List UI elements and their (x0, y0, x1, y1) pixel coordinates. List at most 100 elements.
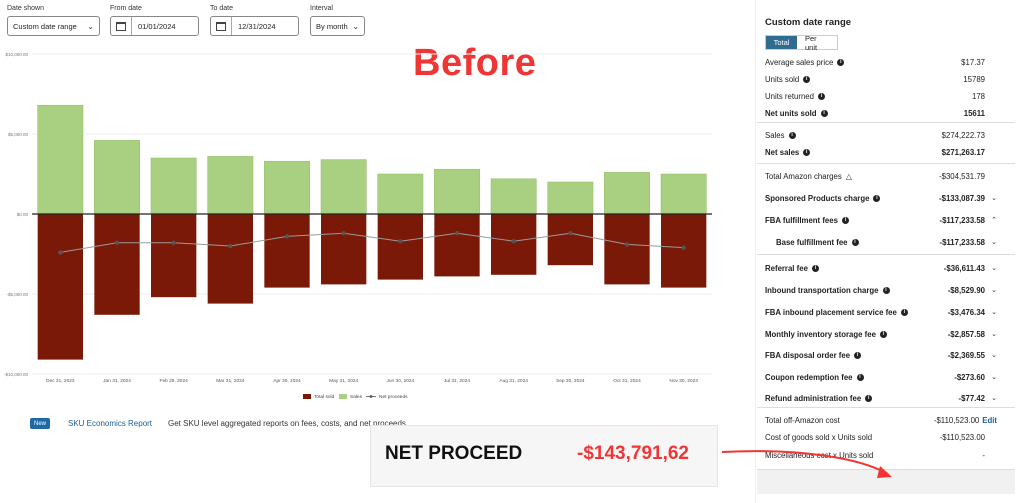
panel-divider (757, 122, 1015, 123)
y-tick-label: -$5,000.00 (6, 292, 28, 297)
summary-row: Cost of goods sold x Units sold -$110,523… (765, 431, 997, 443)
info-icon[interactable]: i (851, 238, 859, 246)
summary-row-label: Referral fee i (765, 264, 944, 273)
bar-total-sold (377, 214, 423, 280)
chevron-down-icon[interactable]: ⌄ (991, 395, 997, 402)
summary-row-label: Monthly inventory storage fee i (765, 330, 948, 339)
chevron-down-icon[interactable]: ⌄ (991, 287, 997, 294)
summary-row-value: -$304,531.79 (939, 171, 985, 181)
calendar-icon (216, 21, 226, 31)
info-icon[interactable]: i (865, 394, 873, 402)
summary-row-label-text: Units sold (765, 74, 800, 84)
summary-row[interactable]: Inbound transportation charge i -$8,529.90… (765, 284, 997, 296)
interval-select[interactable]: By month ⌄ (310, 16, 365, 36)
summary-row-value: 15611 (963, 108, 985, 118)
tab-total[interactable]: Total (766, 36, 797, 49)
legend-swatch-total-sold (303, 394, 311, 399)
summary-row-value: -$117,233.58 (939, 215, 985, 225)
legend-label-net-proceeds: Net proceeds (379, 394, 408, 400)
summary-row: Net units sold i 15611 (765, 107, 997, 119)
info-icon[interactable]: i (817, 92, 825, 100)
summary-row[interactable]: Coupon redemption fee i -$273.60 ⌄ (765, 371, 997, 383)
summary-row-label: Refund administration fee i (765, 394, 959, 403)
summary-row-value: - (982, 450, 985, 460)
info-icon[interactable]: i (879, 330, 887, 338)
date-shown-label: Date shown (7, 5, 44, 12)
summary-row-value: -$110,523.00 (933, 415, 980, 425)
info-icon[interactable]: i (820, 109, 828, 117)
to-date-filter: To date 12/31/2024 (210, 5, 299, 36)
summary-row-label-text: Net units sold (765, 108, 817, 118)
chevron-down-icon[interactable]: ⌄ (991, 331, 997, 338)
bar-sales (264, 160, 310, 215)
summary-row-label-text: Net sales (765, 147, 800, 157)
summary-row: Units returned i 178 (765, 90, 997, 102)
chevron-down-icon[interactable]: ⌄ (991, 352, 997, 359)
x-tick-label: Apr 30, 2024 (273, 378, 301, 384)
chevron-down-icon[interactable]: ⌄ (991, 374, 997, 381)
legend-point-net-proceeds (369, 395, 373, 398)
to-date-label: To date (210, 5, 233, 12)
sku-economics-link[interactable]: SKU Economics Report (68, 419, 153, 428)
info-icon[interactable]: i (873, 194, 881, 202)
panel-divider (757, 407, 1015, 408)
summary-row-label: Miscellaneous cost x Units sold (765, 451, 982, 460)
info-icon[interactable]: i (811, 264, 819, 272)
info-icon[interactable]: i (882, 286, 890, 294)
chevron-down-icon[interactable]: ⌄ (991, 309, 997, 316)
summary-row-label: Coupon redemption fee i (765, 373, 954, 382)
summary-row-label-text: FBA inbound placement service fee (765, 307, 897, 317)
y-tick-label: $0.00 (17, 212, 29, 217)
warning-icon[interactable]: △ (845, 171, 852, 181)
bar-total-sold (207, 214, 253, 304)
date-shown-value: Custom date range (13, 21, 77, 31)
edit-link[interactable]: Edit (982, 415, 997, 425)
from-date-input[interactable]: 01/01/2024 (110, 16, 199, 36)
info-icon[interactable]: i (856, 373, 864, 381)
summary-row[interactable]: FBA disposal order fee i -$2,369.55 ⌄ (765, 349, 997, 361)
summary-row[interactable]: Monthly inventory storage fee i -$2,857.58… (765, 328, 997, 340)
info-icon[interactable]: i (841, 216, 849, 224)
info-icon[interactable]: i (854, 351, 862, 359)
legend-label-sales: Sales (350, 394, 363, 400)
y-tick-label: $10,000.00 (5, 52, 28, 57)
tab-per-unit[interactable]: Per unit (797, 34, 837, 52)
summary-panel (755, 0, 1015, 503)
interval-value: By month (316, 21, 348, 31)
net-proceeds-point (114, 240, 120, 245)
summary-row-label-text: Monthly inventory storage fee (765, 329, 876, 339)
info-icon[interactable]: i (803, 148, 811, 156)
x-tick-label: Aug 31, 2024 (499, 378, 528, 384)
info-icon[interactable]: i (900, 308, 908, 316)
summary-row[interactable]: FBA fulfillment fees i -$117,233.58 ⌃ (765, 214, 997, 226)
bar-total-sold (151, 214, 197, 298)
chevron-down-icon[interactable]: ⌄ (991, 239, 997, 246)
info-icon[interactable]: i (788, 131, 796, 139)
panel-divider (757, 163, 1015, 164)
summary-row-label-text: Referral fee (765, 263, 808, 273)
chevron-down-icon[interactable]: ⌄ (991, 195, 997, 202)
summary-row-label-text: Inbound transportation charge (765, 285, 879, 295)
bar-sales (490, 178, 537, 215)
chevron-up-icon[interactable]: ⌃ (991, 217, 997, 224)
summary-row[interactable]: Referral fee i -$36,611.43 ⌄ (765, 262, 997, 274)
to-date-input[interactable]: 12/31/2024 (210, 16, 299, 36)
summary-row[interactable]: Sponsored Products charge i -$133,087.39 ⌄ (765, 192, 997, 204)
summary-row-value: $271,263.17 (941, 147, 985, 157)
bar-sales (320, 159, 367, 215)
net-proceeds-point (58, 250, 63, 255)
chevron-down-icon[interactable]: ⌄ (991, 265, 997, 272)
summary-row-label-text: Units returned (765, 91, 814, 101)
y-tick-label: $5,000.00 (8, 132, 29, 137)
summary-row[interactable]: Refund administration fee i -$77.42 ⌄ (765, 392, 997, 404)
summary-row[interactable]: FBA inbound placement service fee i -$3,47… (765, 306, 997, 318)
info-icon[interactable]: i (803, 75, 811, 83)
x-tick-label: Sep 30, 2024 (556, 378, 585, 384)
summary-row[interactable]: Base fulfillment fee i -$117,233.58 ⌄ (776, 236, 997, 248)
date-shown-select[interactable]: Custom date range ⌄ (7, 16, 100, 36)
sales-chart: $10,000.00 $5,000.00 $0.00 -$5,000.00 -$10,0… (4, 52, 712, 400)
net-proceeds-point (398, 239, 403, 244)
bar-sales (37, 104, 84, 215)
summary-row-label: FBA disposal order fee i (765, 351, 948, 360)
info-icon[interactable]: i (837, 58, 845, 66)
